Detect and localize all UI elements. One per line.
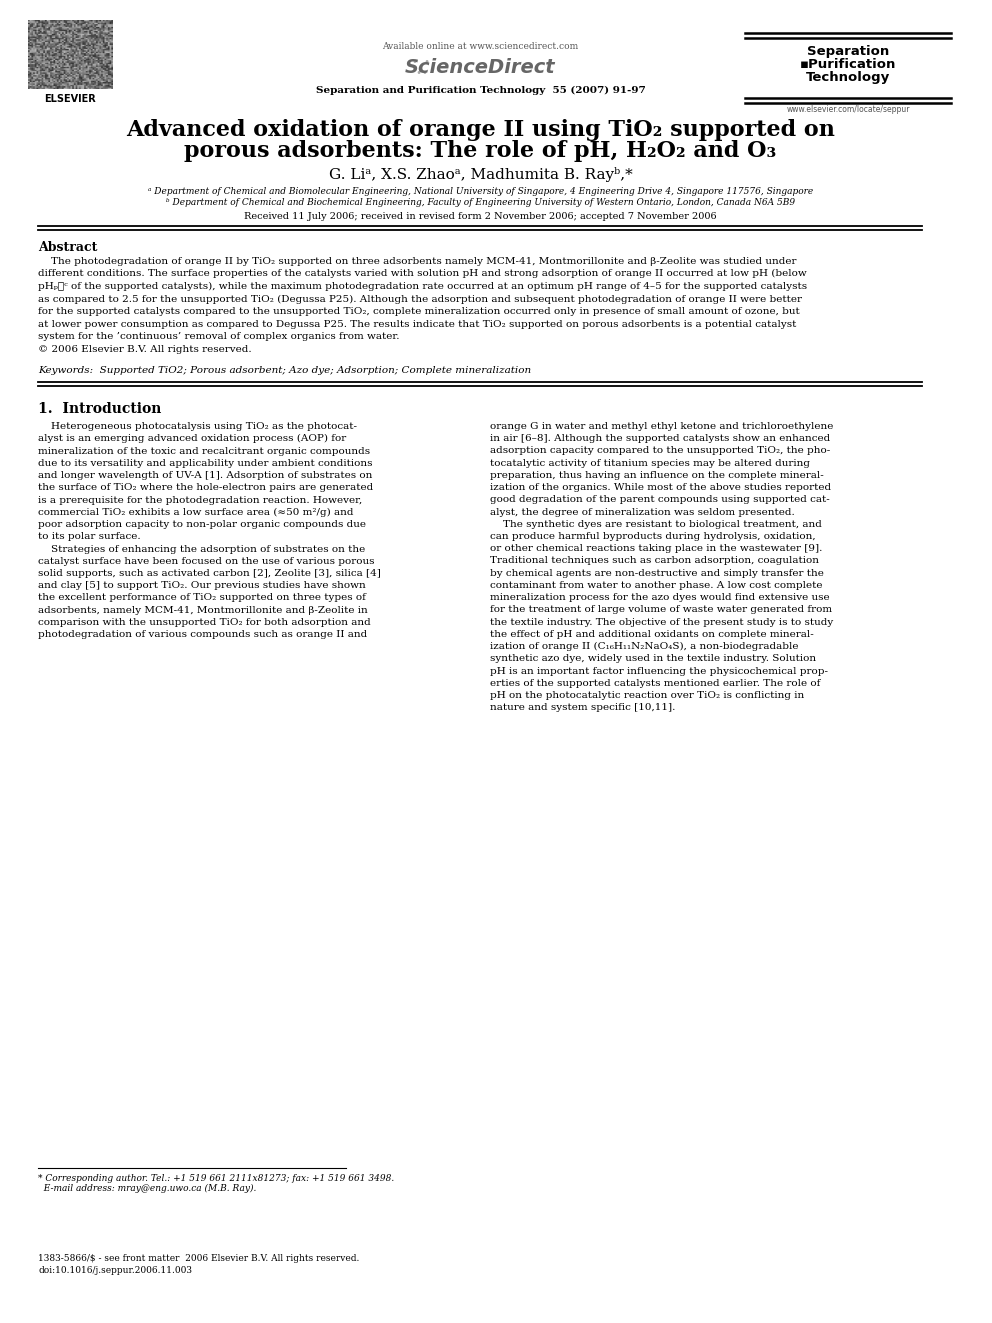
- Text: * Corresponding author. Tel.: +1 519 661 2111x81273; fax: +1 519 661 3498.: * Corresponding author. Tel.: +1 519 661…: [39, 1174, 395, 1183]
- Text: Technology: Technology: [806, 71, 891, 85]
- Text: Separation: Separation: [807, 45, 890, 58]
- Text: porous adsorbents: The role of pH, H₂O₂ and O₃: porous adsorbents: The role of pH, H₂O₂ …: [185, 140, 777, 163]
- Text: Heterogeneous photocatalysis using TiO₂ as the photocat-
alyst is an emerging ad: Heterogeneous photocatalysis using TiO₂ …: [39, 422, 381, 639]
- Text: Received 11 July 2006; received in revised form 2 November 2006; accepted 7 Nove: Received 11 July 2006; received in revis…: [244, 212, 717, 221]
- Text: doi:10.1016/j.seppur.2006.11.003: doi:10.1016/j.seppur.2006.11.003: [39, 1266, 192, 1275]
- Text: Available online at www.sciencedirect.com: Available online at www.sciencedirect.co…: [382, 42, 578, 52]
- Text: 1383-5866/$ - see front matter  2006 Elsevier B.V. All rights reserved.: 1383-5866/$ - see front matter 2006 Else…: [39, 1254, 360, 1263]
- Text: Separation and Purification Technology  55 (2007) 91-97: Separation and Purification Technology 5…: [315, 86, 646, 95]
- Text: E-mail address: mray@eng.uwo.ca (M.B. Ray).: E-mail address: mray@eng.uwo.ca (M.B. Ra…: [39, 1184, 257, 1193]
- Text: ᵇ Department of Chemical and Biochemical Engineering, Faculty of Engineering Uni: ᵇ Department of Chemical and Biochemical…: [166, 198, 795, 208]
- Text: Keywords:  Supported TiO2; Porous adsorbent; Azo dye; Adsorption; Complete miner: Keywords: Supported TiO2; Porous adsorbe…: [39, 366, 532, 376]
- Text: orange G in water and methyl ethyl ketone and trichloroethylene
in air [6–8]. Al: orange G in water and methyl ethyl keton…: [490, 422, 833, 712]
- Text: www.elsevier.com/locate/seppur: www.elsevier.com/locate/seppur: [787, 105, 911, 114]
- Text: Abstract: Abstract: [39, 241, 98, 254]
- Text: ELSEVIER: ELSEVIER: [45, 94, 96, 105]
- Text: ScienceDirect: ScienceDirect: [405, 58, 556, 77]
- Text: The photodegradation of orange II by TiO₂ supported on three adsorbents namely M: The photodegradation of orange II by TiO…: [39, 257, 807, 353]
- Text: 1.  Introduction: 1. Introduction: [39, 402, 162, 417]
- Text: ᵃ Department of Chemical and Biomolecular Engineering, National University of Si: ᵃ Department of Chemical and Biomolecula…: [148, 187, 813, 196]
- Text: ▪Purification: ▪Purification: [801, 58, 897, 71]
- Text: G. Liᵃ, X.S. Zhaoᵃ, Madhumita B. Rayᵇ,*: G. Liᵃ, X.S. Zhaoᵃ, Madhumita B. Rayᵇ,*: [328, 167, 632, 181]
- Text: •  •
 ••: • • ••: [412, 57, 430, 78]
- Text: Advanced oxidation of orange II using TiO₂ supported on: Advanced oxidation of orange II using Ti…: [126, 119, 835, 142]
